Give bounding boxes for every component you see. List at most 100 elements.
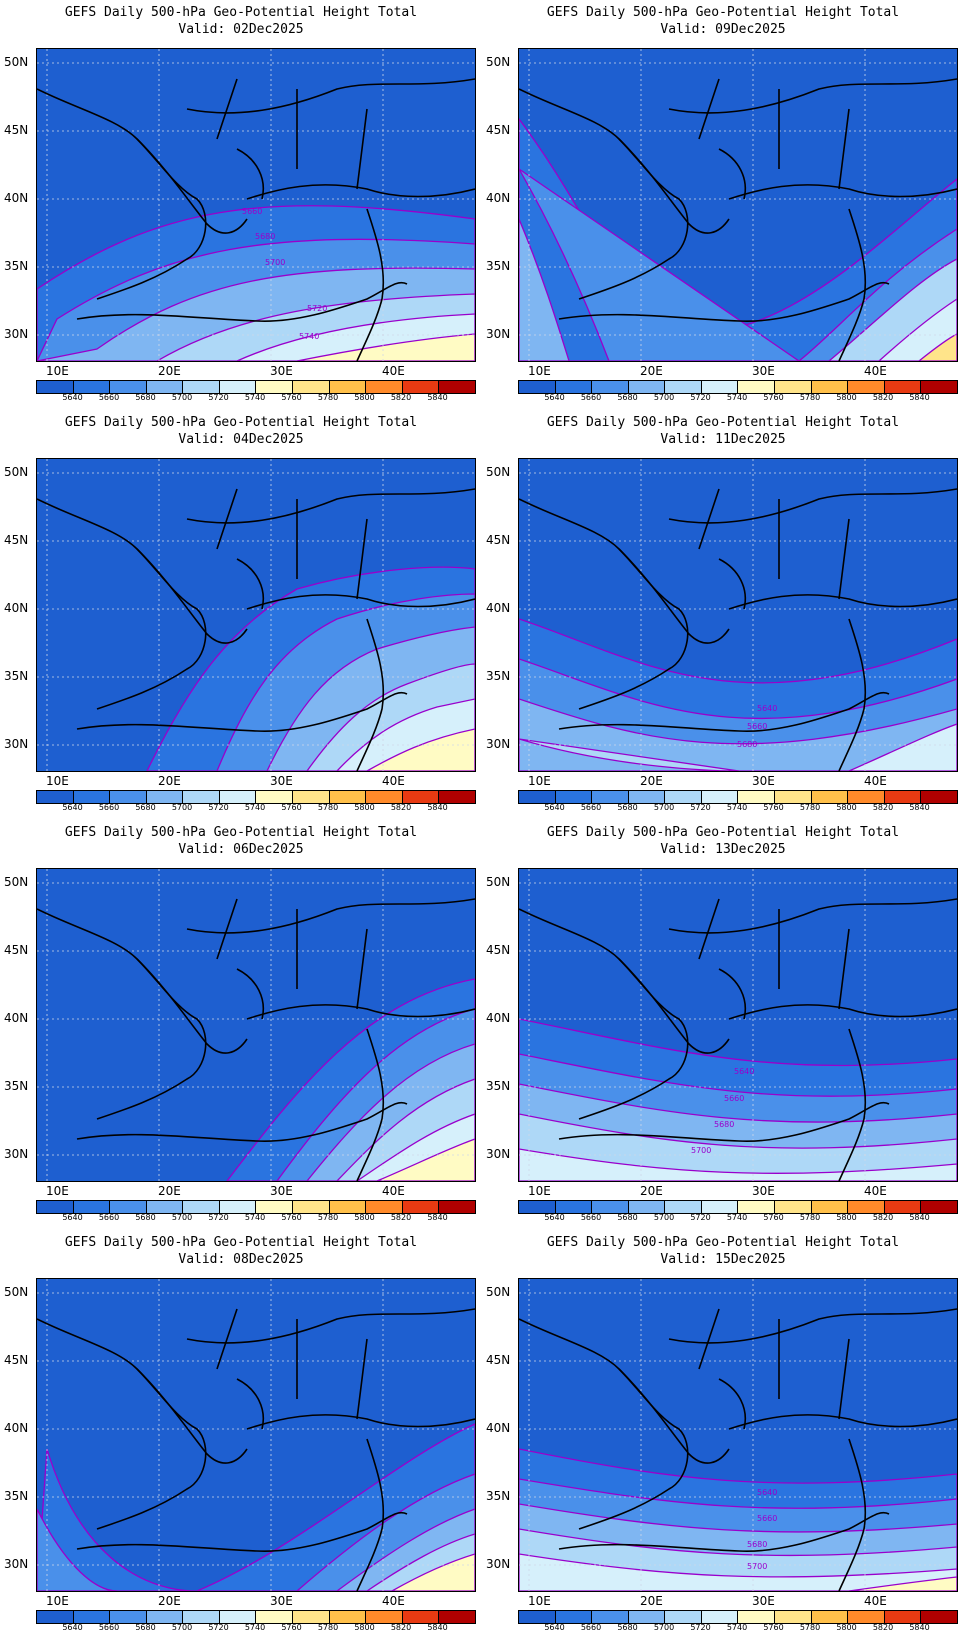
- contour-label: 5640: [757, 1488, 777, 1497]
- coastline: [618, 1368, 730, 1464]
- lat-tick-label: 30N: [486, 1147, 511, 1161]
- colorbar: [518, 1610, 958, 1624]
- coastline: [136, 548, 248, 644]
- contour-label: 5700: [747, 1562, 767, 1571]
- coastline: [37, 88, 207, 300]
- colorbar-swatch: [665, 1201, 702, 1213]
- colorbar-swatch: [555, 791, 593, 803]
- colorbar-swatch: [256, 381, 294, 393]
- colorbar-swatch: [665, 381, 702, 393]
- colorbar-label: 5660: [98, 1213, 120, 1222]
- colorbar-label: 5820: [872, 803, 894, 812]
- height-field: 5660 5680 5700 5720 5740: [37, 49, 475, 361]
- colorbar-label: 5640: [62, 803, 83, 812]
- lat-tick-label: 30N: [486, 1557, 511, 1571]
- lat-tick-label: 50N: [486, 875, 511, 889]
- colorbar-swatch: [293, 381, 330, 393]
- colorbar: [518, 1200, 958, 1214]
- colorbar-label: 5800: [354, 393, 375, 402]
- colorbar-label: 5780: [799, 803, 821, 812]
- colorbar-label: 5700: [653, 393, 675, 402]
- coastline: [668, 1308, 957, 1344]
- colorbar-label: 5760: [763, 1623, 784, 1632]
- lat-tick-label: 50N: [4, 55, 29, 69]
- colorbar-label: 5780: [317, 1623, 339, 1632]
- colorbar-labels: 5640 5660 5680 5700 5720 5740 5760 5780 5800 5820…: [518, 1213, 958, 1225]
- coastline: [236, 558, 264, 610]
- colorbar-swatch: [146, 381, 184, 393]
- height-field: 5640 5660 5680 5700: [519, 869, 957, 1181]
- colorbar-label: 5820: [390, 393, 412, 402]
- colorbar-label: 5840: [427, 803, 448, 812]
- colorbar-label: 5800: [836, 1213, 857, 1222]
- lon-tick-label: 10E: [528, 1184, 551, 1198]
- colorbar-label: 5740: [726, 393, 748, 402]
- colorbar-swatch: [701, 791, 739, 803]
- colorbar-swatch: [439, 381, 475, 393]
- map-area: 5660 5680 5700 5720 5740: [36, 48, 476, 362]
- colorbar-label: 5660: [98, 803, 120, 812]
- colorbar-swatch: [366, 381, 403, 393]
- colorbar-label: 5800: [354, 803, 375, 812]
- panel-valid-date: Valid: 06Dec2025: [178, 842, 304, 857]
- colorbar-swatch: [256, 1201, 294, 1213]
- coastline: [136, 138, 248, 234]
- colorbar-label: 5660: [580, 393, 602, 402]
- colorbar-label: 5820: [390, 1623, 412, 1632]
- colorbar-label: 5720: [208, 803, 229, 812]
- lon-tick-label: 30E: [752, 774, 775, 788]
- contour-label: 5680: [714, 1120, 734, 1129]
- coastline: [698, 1308, 850, 1420]
- lat-tick-label: 45N: [486, 1353, 511, 1367]
- colorbar-swatch: [665, 1611, 702, 1623]
- panel-title: GEFS Daily 500-hPa Geo-Potential Height …: [546, 1235, 900, 1250]
- coastline: [838, 208, 867, 361]
- colorbar-label: 5660: [580, 1213, 602, 1222]
- colorbar-label: 5640: [62, 1213, 83, 1222]
- lat-tick-label: 40N: [486, 601, 511, 615]
- coastline: [728, 184, 957, 200]
- colorbar-swatch: [811, 381, 849, 393]
- panel-valid-date: Valid: 13Dec2025: [660, 842, 786, 857]
- colorbar-label: 5700: [171, 393, 193, 402]
- colorbar-label: 5680: [135, 1213, 156, 1222]
- lon-tick-label: 30E: [752, 1594, 775, 1608]
- coastline: [519, 908, 689, 1120]
- colorbar-label: 5840: [909, 393, 930, 402]
- colorbar-label: 5660: [580, 1623, 602, 1632]
- lat-tick-label: 35N: [486, 259, 511, 273]
- colorbar-swatch: [402, 1611, 440, 1623]
- coastline: [718, 968, 746, 1020]
- colorbar-swatch: [848, 1611, 885, 1623]
- panel-valid-date: Valid: 04Dec2025: [178, 432, 304, 447]
- coastline: [838, 618, 867, 771]
- colorbar-swatch: [775, 1201, 812, 1213]
- colorbar-swatch: [884, 791, 922, 803]
- colorbar-swatch: [592, 791, 629, 803]
- colorbar-swatch: [73, 791, 111, 803]
- lon-tick-label: 40E: [864, 774, 887, 788]
- colorbar-swatch: [219, 791, 257, 803]
- height-band: [848, 723, 957, 771]
- lon-tick-label: 20E: [158, 774, 181, 788]
- colorbar-label: 5760: [763, 1213, 784, 1222]
- colorbar-swatch: [628, 1201, 666, 1213]
- colorbar-label: 5820: [872, 1623, 894, 1632]
- lat-tick-label: 40N: [4, 601, 29, 615]
- coastline: [668, 78, 957, 114]
- contour-label: 5640: [734, 1067, 754, 1076]
- colorbar-label: 5720: [690, 803, 711, 812]
- colorbar-label: 5720: [690, 1623, 711, 1632]
- coastline: [186, 78, 475, 114]
- panel-title: GEFS Daily 500-hPa Geo-Potential Height …: [64, 825, 418, 840]
- colorbar-labels: 5640 5660 5680 5700 5720 5740 5760 5780 5800 5820…: [36, 1213, 476, 1225]
- colorbar-label: 5740: [244, 803, 266, 812]
- colorbar-swatch: [439, 1611, 475, 1623]
- lat-tick-label: 35N: [4, 669, 29, 683]
- lat-tick-label: 35N: [486, 1489, 511, 1503]
- coastline: [246, 1414, 475, 1430]
- lon-tick-label: 10E: [46, 1594, 69, 1608]
- lat-tick-label: 50N: [486, 1285, 511, 1299]
- coastline: [698, 898, 850, 1010]
- colorbar-label: 5820: [872, 393, 894, 402]
